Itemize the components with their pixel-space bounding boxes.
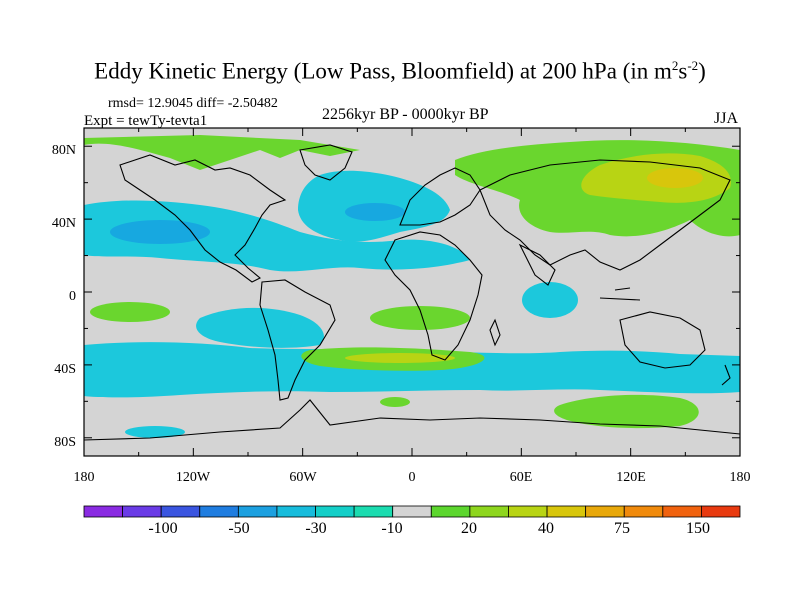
region-north-pacific-cyan — [84, 200, 470, 272]
coast-australia — [619, 311, 706, 369]
colorbar-swatch — [701, 505, 741, 518]
coast-south-america — [259, 279, 336, 401]
colorbar-swatch — [353, 505, 394, 518]
colorbar-label: -10 — [381, 520, 403, 537]
region-north-atlantic-core — [345, 203, 405, 221]
region-arctic-green — [84, 135, 360, 170]
region-antarctic-green — [554, 394, 699, 429]
coast-new-zealand — [721, 364, 731, 386]
colorbar-label: 20 — [461, 520, 477, 537]
coast-europe — [399, 167, 481, 226]
lat-label-40n: 40N — [51, 216, 76, 231]
period-label: 2256kyr BP - 0000kyr BP — [322, 106, 489, 123]
region-indian-cyan — [522, 282, 578, 318]
lon-label-60w: 60W — [289, 470, 317, 485]
coast-madagascar — [489, 318, 501, 347]
coast-greenland — [299, 144, 353, 181]
colorbar-swatch — [276, 505, 316, 518]
region-antarctic-cyan — [125, 426, 185, 438]
coast-antarctica — [84, 399, 740, 441]
lat-label-80n: 80N — [51, 143, 76, 158]
experiment-label: Expt = tewTy-tevta1 — [84, 113, 208, 129]
axis-ticks — [83, 128, 741, 456]
coast-asia — [479, 159, 731, 271]
coast-africa — [384, 231, 483, 361]
colorbar-swatch — [585, 505, 625, 518]
season-label: JJA — [714, 110, 739, 127]
lon-label-120e: 120E — [616, 470, 646, 485]
colorbar-label: 75 — [614, 520, 630, 537]
colorbar-swatch — [237, 505, 278, 518]
region-antarctic-green-small — [380, 397, 410, 407]
coast-north-america — [119, 154, 287, 283]
lon-label-120w: 120W — [175, 470, 211, 485]
region-southern-ocean-yellow — [345, 353, 455, 363]
region-tropical-pacific-green — [90, 302, 170, 322]
lon-label-0: 0 — [408, 470, 416, 485]
lon-label-180w: 180 — [73, 470, 95, 485]
colorbar-swatch — [469, 505, 509, 518]
colorbar-label: -30 — [305, 520, 327, 537]
region-south-pacific-cyan — [196, 307, 324, 348]
stats-annotation: rmsd= 12.9045 diff= -2.50482 — [108, 96, 278, 111]
lat-label-0: 0 — [69, 289, 76, 304]
coast-india — [518, 243, 556, 286]
colorbar-swatch — [623, 505, 664, 518]
colorbar-swatch — [662, 505, 702, 518]
colorbar-label: -100 — [148, 520, 178, 537]
colorbar-label: 150 — [686, 520, 710, 537]
lat-label-80s: 80S — [54, 435, 76, 450]
colorbar-swatch — [83, 505, 123, 518]
lat-label-40s: 40S — [54, 362, 76, 377]
colorbar-swatch — [430, 505, 471, 518]
colorbar-label: -50 — [228, 520, 250, 537]
colorbar — [83, 505, 741, 518]
lon-label-180e: 180 — [729, 470, 751, 485]
colorbar-swatch — [160, 505, 201, 518]
region-siberia-core — [647, 168, 703, 188]
lon-label-60e: 60E — [509, 470, 533, 485]
colorbar-swatch — [122, 505, 162, 518]
chart-title: Eddy Kinetic Energy (Low Pass, Bloomfiel… — [94, 58, 706, 84]
colorbar-label: 40 — [538, 520, 554, 537]
region-north-pacific-core — [110, 220, 210, 244]
colorbar-swatch — [315, 505, 355, 518]
field-layer — [84, 135, 740, 438]
coast-indonesia — [599, 287, 641, 301]
region-south-atlantic-green — [370, 306, 470, 330]
coastlines — [84, 144, 740, 441]
colorbar-swatch — [392, 505, 432, 518]
colorbar-swatch — [508, 505, 548, 518]
colorbar-swatch — [199, 505, 239, 518]
colorbar-swatch — [546, 505, 587, 518]
